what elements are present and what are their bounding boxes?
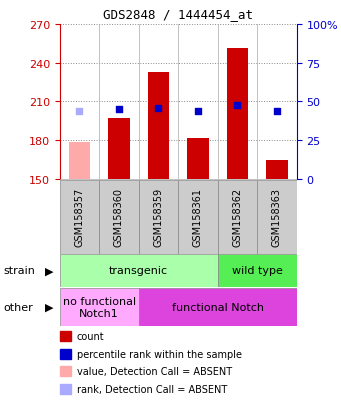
Bar — [218, 180, 257, 254]
Text: GSM158362: GSM158362 — [233, 188, 242, 247]
Text: count: count — [77, 332, 104, 342]
Text: strain: strain — [3, 266, 35, 276]
Text: wild type: wild type — [232, 266, 283, 276]
Bar — [108, 119, 130, 180]
Text: GSM158361: GSM158361 — [193, 188, 203, 247]
Bar — [60, 288, 139, 326]
Text: percentile rank within the sample: percentile rank within the sample — [77, 349, 242, 359]
Text: GSM158359: GSM158359 — [153, 188, 163, 247]
Bar — [266, 160, 288, 180]
Text: functional Notch: functional Notch — [172, 302, 264, 312]
Bar — [139, 180, 178, 254]
Bar — [226, 49, 248, 180]
Bar — [139, 288, 297, 326]
Bar — [187, 138, 209, 180]
Text: ▶: ▶ — [45, 266, 54, 276]
Text: GSM158363: GSM158363 — [272, 188, 282, 247]
Bar — [69, 142, 90, 180]
Point — [156, 105, 161, 112]
Point — [274, 108, 280, 114]
Text: ▶: ▶ — [45, 302, 54, 312]
Point — [77, 108, 82, 114]
Text: transgenic: transgenic — [109, 266, 168, 276]
Title: GDS2848 / 1444454_at: GDS2848 / 1444454_at — [103, 8, 253, 21]
Bar — [60, 254, 218, 287]
Point — [116, 107, 122, 113]
Text: no functional
Notch1: no functional Notch1 — [63, 296, 136, 318]
Bar — [60, 180, 99, 254]
Bar — [178, 180, 218, 254]
Bar — [99, 180, 139, 254]
Point — [235, 103, 240, 109]
Text: GSM158360: GSM158360 — [114, 188, 124, 247]
Text: other: other — [3, 302, 33, 312]
Bar — [218, 254, 297, 287]
Bar — [148, 73, 169, 180]
Bar — [257, 180, 297, 254]
Text: GSM158357: GSM158357 — [74, 188, 85, 247]
Text: value, Detection Call = ABSENT: value, Detection Call = ABSENT — [77, 366, 232, 376]
Text: rank, Detection Call = ABSENT: rank, Detection Call = ABSENT — [77, 384, 227, 394]
Point — [195, 108, 201, 114]
